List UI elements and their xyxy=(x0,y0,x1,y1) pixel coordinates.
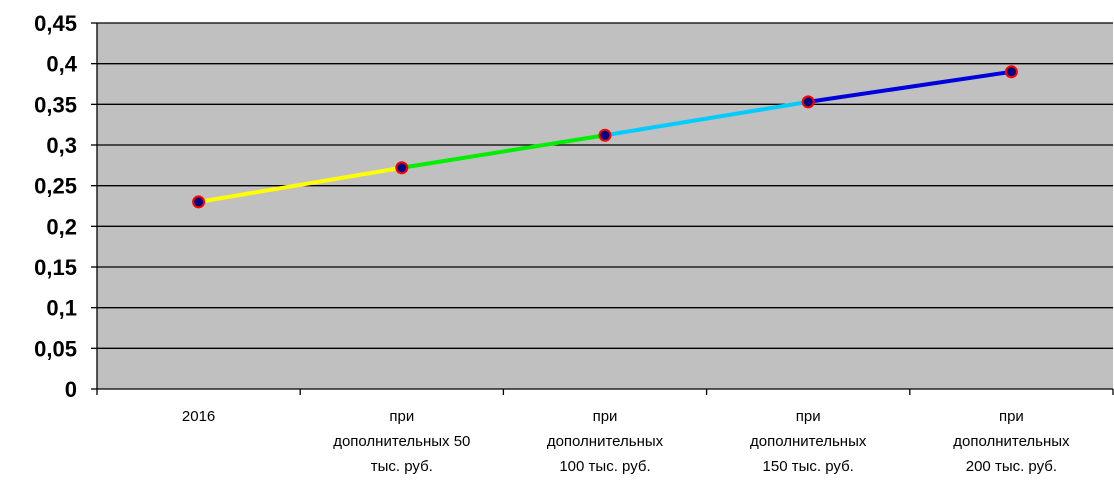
line-segment xyxy=(603,99,811,138)
x-tick-label-line: дополнительных xyxy=(547,433,664,450)
x-tick-label-line: дополнительных xyxy=(750,433,867,450)
x-tick-label-line: 100 тыс. руб. xyxy=(559,458,650,475)
x-tick-label: 2016 xyxy=(182,408,215,425)
y-tick-label: 0,2 xyxy=(46,214,77,239)
data-point-marker xyxy=(1004,65,1018,79)
x-tick-label: при дополнительных 50 тыс. руб. xyxy=(333,408,470,475)
y-tick-label: 0,1 xyxy=(46,296,77,321)
y-tick-label: 0,15 xyxy=(34,255,77,280)
line-segment xyxy=(399,133,607,170)
y-tick-label: 0,4 xyxy=(46,52,77,77)
x-tick-label-line: при xyxy=(999,408,1024,425)
x-tick-label-line: при xyxy=(389,408,414,425)
y-tick-label: 0,25 xyxy=(34,174,77,199)
plot-area xyxy=(97,23,1113,389)
x-tick-label-line: 2016 xyxy=(182,408,215,425)
x-tick-label-line: дополнительных 50 xyxy=(333,433,470,450)
x-tick-label: при дополнительных 100 тыс. руб. xyxy=(547,408,664,475)
data-point-marker xyxy=(598,128,612,142)
x-tick-label-line: 150 тыс. руб. xyxy=(763,458,854,475)
data-point-marker xyxy=(395,161,409,175)
x-axis: 2016 при дополнительных 50 тыс. руб. при допо… xyxy=(96,388,1114,475)
series-line xyxy=(196,69,1014,204)
line-segment xyxy=(196,165,404,204)
y-tick-label: 0,35 xyxy=(34,92,77,117)
x-tick-label: при дополнительных 200 тыс. руб. xyxy=(953,408,1070,475)
x-tick-label-line: тыс. руб. xyxy=(371,458,433,475)
x-tick-label-line: 200 тыс. руб. xyxy=(966,458,1057,475)
y-axis: 0 0,05 0,1 0,15 0,2 0,25 0,3 0,35 0,4 0,45 xyxy=(34,11,98,402)
x-tick-label-line: при xyxy=(593,408,618,425)
x-tick-label-line: при xyxy=(796,408,821,425)
x-tick-label: при дополнительных 150 тыс. руб. xyxy=(750,408,867,475)
data-points xyxy=(192,65,1018,209)
data-point-marker xyxy=(801,95,815,109)
y-tick-label: 0,3 xyxy=(46,133,77,158)
line-segment xyxy=(806,69,1014,104)
y-tick-label: 0,45 xyxy=(34,11,77,36)
y-tick-label: 0,05 xyxy=(34,336,77,361)
gridlines xyxy=(97,22,1113,349)
y-tick-label: 0 xyxy=(65,377,77,402)
data-point-marker xyxy=(192,195,206,209)
x-tick-label-line: дополнительных xyxy=(953,433,1070,450)
